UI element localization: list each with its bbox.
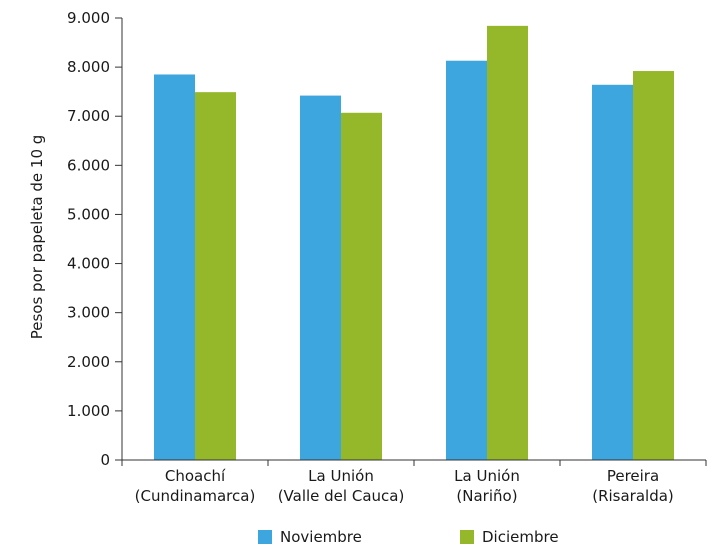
bar-noviembre-2 <box>446 60 487 461</box>
y-tick-label: 6.000 <box>67 156 110 174</box>
y-tick-label: 0 <box>100 451 110 469</box>
y-tick-label: 7.000 <box>67 107 110 125</box>
y-tick-label: 5.000 <box>67 205 110 223</box>
bar-diciembre-1 <box>341 112 382 460</box>
x-tick-label: (Nariño) <box>456 487 517 505</box>
x-tick-label: (Risaralda) <box>592 487 674 505</box>
x-tick-label: Choachí <box>165 467 226 485</box>
legend-swatch-noviembre <box>258 530 272 544</box>
y-tick-label: 1.000 <box>67 402 110 420</box>
x-tick-label: Pereira <box>607 467 659 485</box>
legend-label-noviembre: Noviembre <box>280 528 362 546</box>
bars <box>154 25 674 461</box>
y-tick-label: 4.000 <box>67 255 110 273</box>
y-axis: 0 1.000 2.000 3.000 4.000 5.000 6.000 7.000 8.00… <box>67 9 123 469</box>
legend: Noviembre Diciembre <box>258 528 559 546</box>
bar-noviembre-0 <box>154 74 195 460</box>
legend-swatch-diciembre <box>460 530 474 544</box>
bar-noviembre-3 <box>592 84 633 461</box>
y-tick-label: 3.000 <box>67 304 110 322</box>
y-tick-label: 9.000 <box>67 9 110 27</box>
x-tick-label: (Cundinamarca) <box>135 487 256 505</box>
y-axis-title: Pesos por papeleta de 10 g <box>28 135 46 340</box>
bar-noviembre-1 <box>300 95 341 461</box>
bar-diciembre-3 <box>633 71 674 460</box>
legend-label-diciembre: Diciembre <box>482 528 559 546</box>
y-tick-label: 2.000 <box>67 353 110 371</box>
x-tick-label: La Unión <box>454 467 520 485</box>
y-tick-label: 8.000 <box>67 58 110 76</box>
x-axis: Choachí (Cundinamarca) La Unión (Valle del … <box>121 459 707 505</box>
bar-diciembre-0 <box>195 92 236 460</box>
bar-diciembre-2 <box>487 25 528 460</box>
x-tick-label: La Unión <box>308 467 374 485</box>
x-tick-label: (Valle del Cauca) <box>278 487 405 505</box>
